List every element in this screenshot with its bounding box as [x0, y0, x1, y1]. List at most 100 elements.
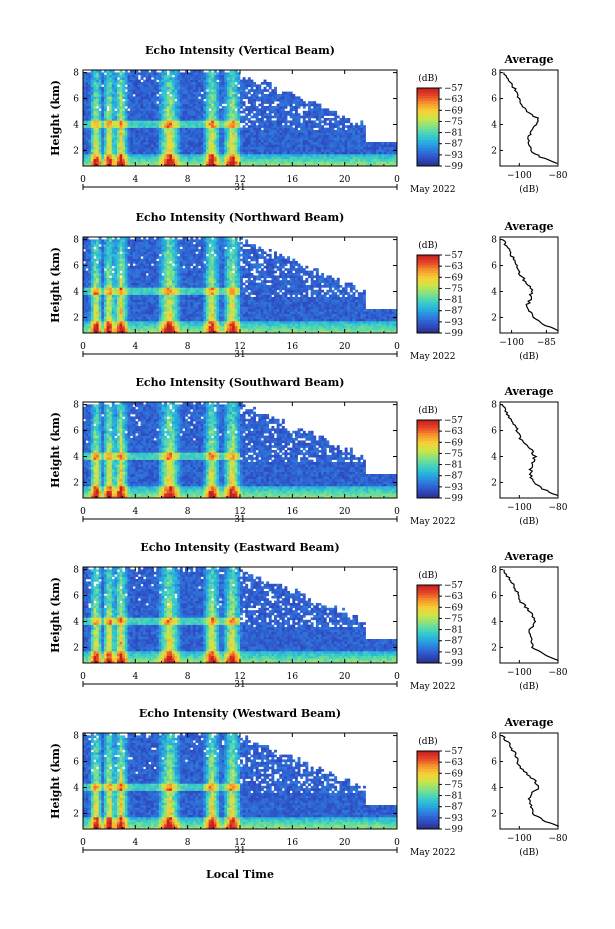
- heatmap-cell: [93, 285, 96, 288]
- heatmap-cell: [274, 161, 277, 164]
- heatmap-cell: [104, 96, 107, 99]
- heatmap-cell: [154, 132, 157, 135]
- heatmap-cell: [258, 96, 261, 99]
- heatmap-cell: [277, 132, 280, 135]
- heatmap-cell: [127, 254, 130, 257]
- heatmap-cell: [127, 96, 130, 99]
- heatmap-cell: [96, 113, 99, 116]
- heatmap-cell: [91, 287, 94, 290]
- heatmap-cell: [222, 108, 225, 111]
- heatmap-cell: [381, 156, 384, 159]
- heatmap-cell: [114, 297, 117, 300]
- heatmap-cell: [101, 113, 104, 116]
- heatmap-cell: [366, 154, 369, 157]
- heatmap-cell: [209, 161, 212, 164]
- heatmap-cell: [295, 137, 298, 140]
- heatmap-cell: [156, 152, 159, 155]
- heatmap-cell: [130, 106, 133, 109]
- heatmap-cell: [261, 99, 264, 102]
- heatmap-cell: [279, 147, 282, 150]
- heatmap-cell: [266, 152, 269, 155]
- heatmap-cell: [203, 106, 206, 109]
- heatmap-cell: [316, 132, 319, 135]
- heatmap-cell: [112, 108, 115, 111]
- heatmap-cell: [159, 297, 162, 300]
- heatmap-cell: [107, 156, 110, 159]
- heatmap-cell: [159, 326, 162, 329]
- heatmap-cell: [175, 82, 178, 85]
- heatmap-cell: [86, 135, 89, 138]
- heatmap-cell: [114, 292, 117, 295]
- heatmap-cell: [172, 154, 175, 157]
- colorbar-tick-label: −87: [444, 140, 463, 150]
- date-day-label: 31: [234, 183, 245, 193]
- heatmap-cell: [88, 137, 91, 140]
- heatmap-cell: [230, 75, 233, 78]
- heatmap-cell: [164, 111, 167, 114]
- heatmap-cell: [151, 316, 154, 319]
- heatmap-cell: [261, 137, 264, 140]
- heatmap-cell: [237, 101, 240, 104]
- heatmap-cell: [266, 156, 269, 159]
- heatmap-cell: [316, 111, 319, 114]
- heatmap-cell: [114, 135, 117, 138]
- heatmap-cell: [133, 106, 136, 109]
- heatmap-cell: [159, 154, 162, 157]
- heatmap-cell: [125, 120, 128, 123]
- heatmap-cell: [154, 89, 157, 92]
- heatmap-cell: [125, 311, 128, 314]
- heatmap-cell: [125, 101, 128, 104]
- heatmap-cell: [96, 302, 99, 305]
- heatmap-cell: [373, 154, 376, 157]
- heatmap-cell: [164, 101, 167, 104]
- heatmap-cell: [91, 292, 94, 295]
- heatmap-cell: [269, 82, 272, 85]
- heatmap-cell: [143, 242, 146, 245]
- heatmap-cell: [122, 290, 125, 293]
- heatmap-cell: [120, 104, 123, 107]
- heatmap-cell: [122, 149, 125, 152]
- heatmap-cell: [363, 137, 366, 140]
- heatmap-cell: [117, 307, 120, 310]
- heatmap-cell: [86, 280, 89, 283]
- heatmap-cell: [269, 135, 272, 138]
- heatmap-cell: [198, 116, 201, 119]
- heatmap-cell: [143, 244, 146, 247]
- heatmap-cell: [138, 275, 141, 278]
- heatmap-cell: [230, 128, 233, 131]
- heatmap-cell: [117, 147, 120, 150]
- heatmap-cell: [122, 278, 125, 281]
- heatmap-cell: [146, 326, 149, 329]
- heatmap-cell: [122, 266, 125, 269]
- heatmap-cell: [151, 130, 154, 133]
- heatmap-cell: [334, 154, 337, 157]
- heatmap-cell: [347, 149, 350, 152]
- heatmap-cell: [298, 106, 301, 109]
- heatmap-cell: [371, 161, 374, 164]
- heatmap-cell: [271, 111, 274, 114]
- heatmap-cell: [250, 137, 253, 140]
- heatmap-cell: [159, 159, 162, 162]
- heatmap-cell: [321, 120, 324, 123]
- heatmap-cell: [101, 82, 104, 85]
- heatmap-cell: [240, 130, 243, 133]
- heatmap-cell: [133, 285, 136, 288]
- heatmap-cell: [253, 135, 256, 138]
- heatmap-cell: [222, 154, 225, 157]
- heatmap-cell: [224, 82, 227, 85]
- heatmap-cell: [271, 130, 274, 133]
- heatmap-cell: [101, 111, 104, 114]
- heatmap-cell: [177, 144, 180, 147]
- heatmap-cell: [269, 137, 272, 140]
- heatmap-cell: [216, 96, 219, 99]
- heatmap-cell: [214, 89, 217, 92]
- heatmap-cell: [196, 140, 199, 143]
- heatmap-cell: [156, 268, 159, 271]
- heatmap-cell: [235, 106, 238, 109]
- heatmap-cell: [154, 254, 157, 257]
- heatmap-cell: [135, 80, 138, 83]
- heatmap-cell: [141, 72, 144, 75]
- heatmap-cell: [279, 156, 282, 159]
- heatmap-cell: [274, 96, 277, 99]
- heatmap-cell: [279, 108, 282, 111]
